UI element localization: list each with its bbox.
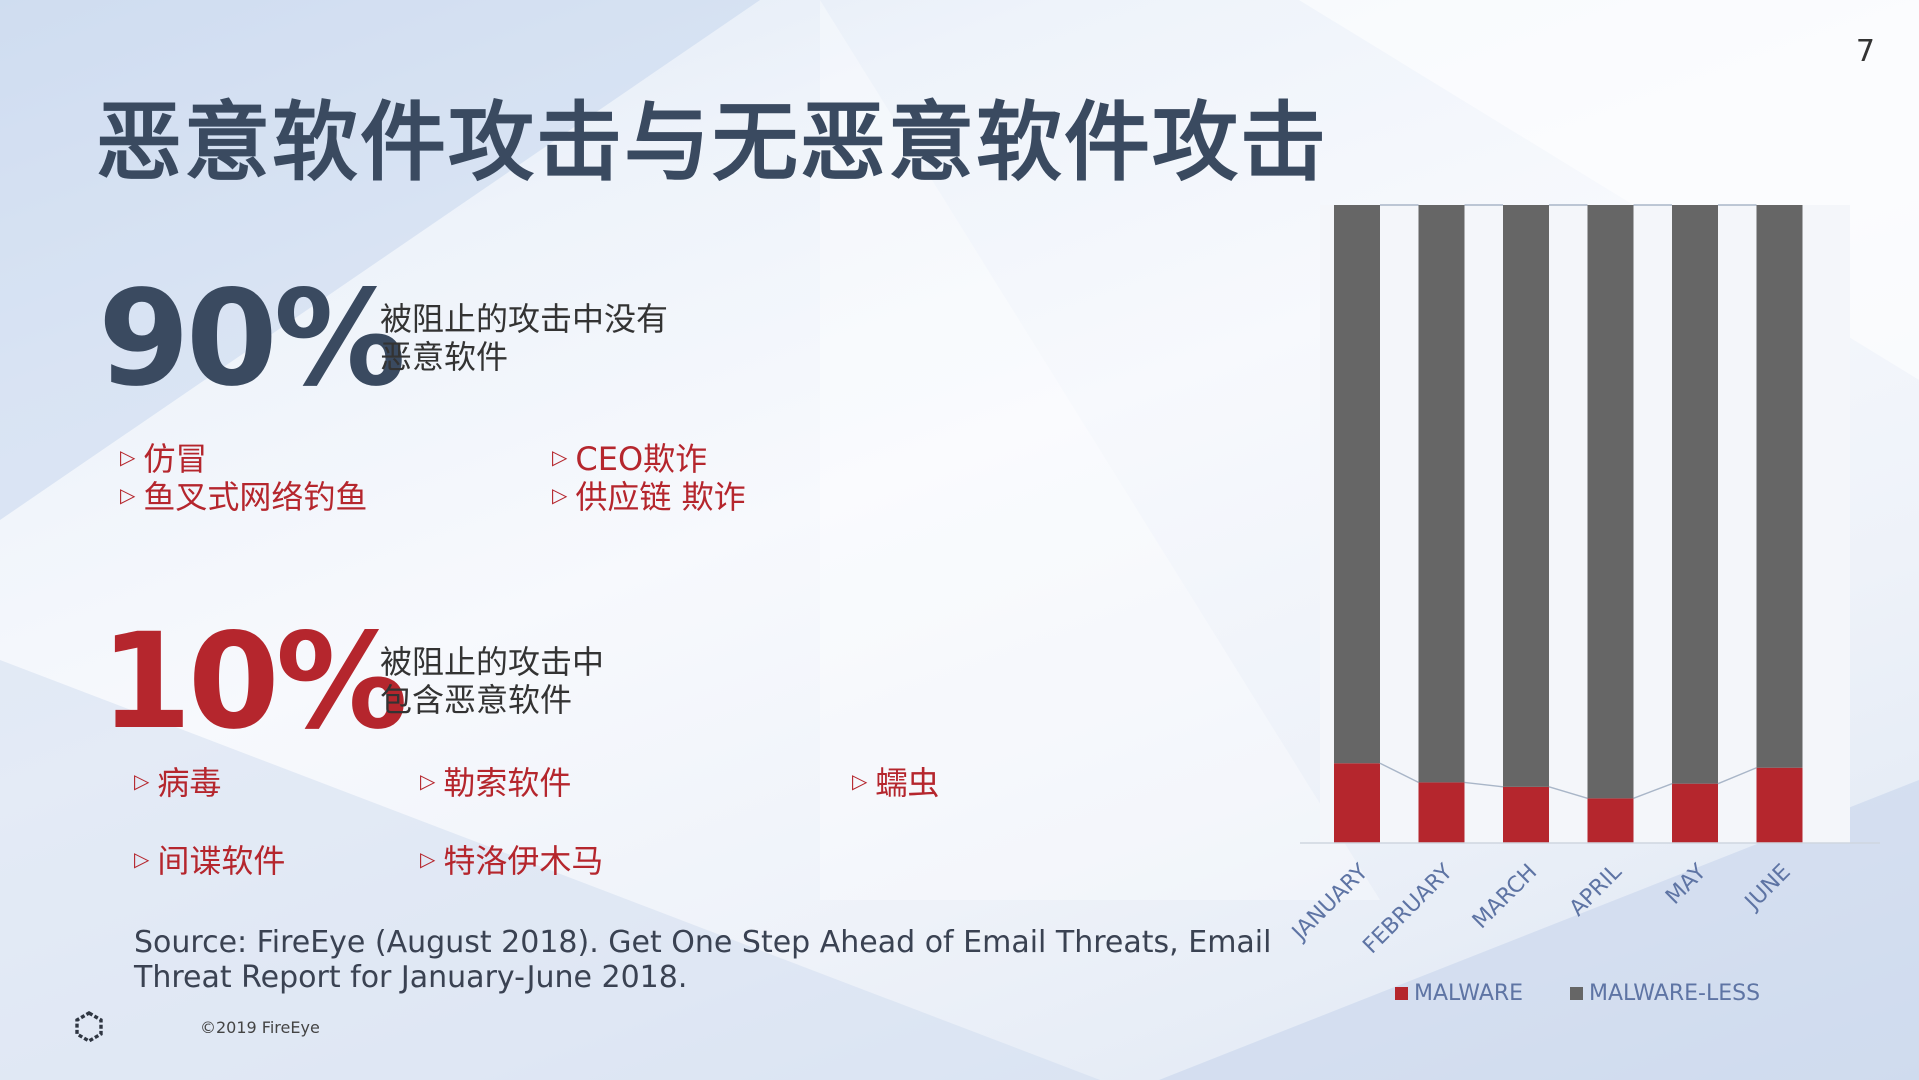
malware-less-item-label: 供应链 欺诈 bbox=[575, 478, 746, 516]
malware-desc-line1: 被阻止的攻击中 bbox=[380, 643, 605, 681]
x-tick-label: FEBRUARY bbox=[1358, 859, 1458, 959]
bullet-triangle-icon: ▷ bbox=[120, 483, 136, 507]
bar-malware-may bbox=[1672, 783, 1718, 843]
bar-malware-less-april bbox=[1587, 205, 1634, 799]
malware-item-label: 病毒 bbox=[157, 764, 222, 802]
series-line-malware bbox=[1633, 783, 1673, 799]
bullet-triangle-icon: ▷ bbox=[420, 769, 436, 793]
bar-malware-january bbox=[1334, 763, 1380, 843]
bullet-triangle-icon: ▷ bbox=[120, 445, 136, 469]
x-tick-label: APRIL bbox=[1565, 859, 1627, 921]
malware-description: 被阻止的攻击中 包含恶意软件 bbox=[380, 643, 604, 719]
malware-less-item: ▷ CEO欺诈 bbox=[552, 434, 707, 480]
bullet-triangle-icon: ▷ bbox=[134, 847, 150, 871]
bar-malware-march bbox=[1503, 786, 1549, 843]
legend-label-malware: MALWARE bbox=[1414, 981, 1523, 1006]
malware-item: ▷ 病毒 bbox=[134, 758, 221, 804]
malware-item: ▷ 勒索软件 bbox=[420, 758, 571, 804]
malware-less-item: ▷ 鱼叉式网络钓鱼 bbox=[120, 472, 367, 518]
series-line-malware bbox=[1548, 786, 1588, 800]
malware-item: ▷ 特洛伊木马 bbox=[420, 836, 603, 882]
malware-less-description: 被阻止的攻击中没有 恶意软件 bbox=[380, 300, 668, 376]
malware-less-desc-line1: 被阻止的攻击中没有 bbox=[380, 300, 669, 338]
malware-desc-line2: 包含恶意软件 bbox=[380, 681, 573, 719]
bullet-triangle-icon: ▷ bbox=[852, 769, 868, 793]
malware-item-label: 蠕虫 bbox=[875, 764, 940, 802]
bullet-triangle-icon: ▷ bbox=[552, 445, 568, 469]
malware-item-label: 间谍软件 bbox=[157, 842, 286, 880]
series-line-malware bbox=[1717, 767, 1757, 785]
malware-item: ▷ 间谍软件 bbox=[134, 836, 285, 882]
copyright: ©2019 FireEye bbox=[200, 1018, 320, 1037]
malware-item-label: 勒索软件 bbox=[443, 764, 572, 802]
x-tick-label: MARCH bbox=[1468, 860, 1542, 934]
bar-malware-less-may bbox=[1672, 205, 1718, 784]
malware-less-desc-line2: 恶意软件 bbox=[380, 338, 509, 376]
source-line2: Threat Report for January-June 2018. bbox=[134, 960, 688, 995]
x-tick-label: JUNE bbox=[1739, 860, 1796, 917]
malware-less-percentage: 90% bbox=[98, 262, 406, 416]
series-line-malware bbox=[1464, 781, 1504, 788]
malware-item: ▷ 蠕虫 bbox=[852, 758, 939, 804]
bar-malware-less-january bbox=[1334, 205, 1380, 764]
page-number: 7 bbox=[1855, 34, 1875, 69]
malware-item-label: 特洛伊木马 bbox=[443, 842, 604, 880]
x-tick-label: MAY bbox=[1661, 859, 1711, 909]
bullet-triangle-icon: ▷ bbox=[420, 847, 436, 871]
source-citation: Source: FireEye (August 2018). Get One S… bbox=[134, 925, 1271, 995]
legend-swatch-malware-less bbox=[1570, 987, 1583, 1000]
bullet-triangle-icon: ▷ bbox=[552, 483, 568, 507]
bullet-triangle-icon: ▷ bbox=[134, 769, 150, 793]
bar-malware-june bbox=[1756, 767, 1803, 843]
page-title: 恶意软件攻击与无恶意软件攻击 bbox=[96, 93, 1328, 193]
bar-malware-less-february bbox=[1418, 205, 1465, 783]
legend-swatch-malware bbox=[1395, 987, 1408, 1000]
bar-malware-april bbox=[1587, 798, 1634, 843]
malware-less-item-label: 鱼叉式网络钓鱼 bbox=[143, 478, 368, 516]
bar-malware-less-march bbox=[1503, 205, 1549, 787]
malware-less-item: ▷ 仿冒 bbox=[120, 434, 207, 480]
series-line-malware bbox=[1379, 762, 1419, 784]
legend-label-malware-less: MALWARE-LESS bbox=[1589, 981, 1760, 1006]
malware-percentage: 10% bbox=[100, 605, 408, 759]
fireeye-logo-icon bbox=[75, 1011, 103, 1043]
source-line1: Source: FireEye (August 2018). Get One S… bbox=[134, 925, 1272, 960]
bar-malware-less-june bbox=[1756, 205, 1803, 768]
malware-less-item: ▷ 供应链 欺诈 bbox=[552, 472, 746, 518]
malware-less-item-label: 仿冒 bbox=[143, 440, 208, 478]
malware-less-item-label: CEO欺诈 bbox=[575, 440, 708, 478]
bar-malware-february bbox=[1418, 782, 1465, 843]
x-tick-label: JANUARY bbox=[1286, 859, 1373, 946]
